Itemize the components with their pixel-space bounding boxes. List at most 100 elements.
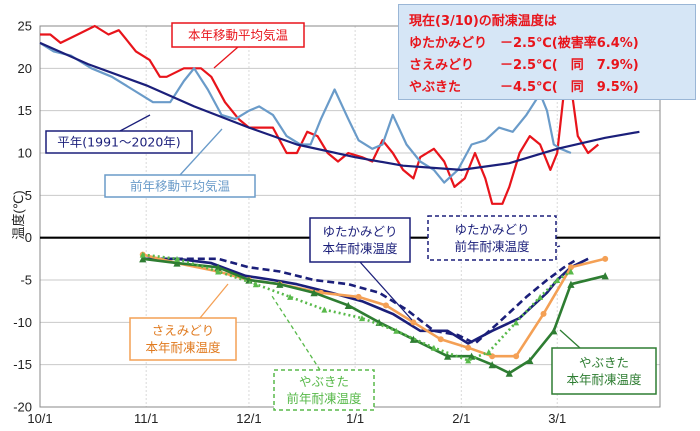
y-tick-label: -15 bbox=[13, 357, 32, 372]
series-marker bbox=[513, 353, 520, 360]
annotation-leader bbox=[119, 114, 151, 132]
series-marker bbox=[410, 319, 417, 326]
annotation-box bbox=[104, 174, 256, 198]
series-marker bbox=[437, 336, 444, 343]
series-marker bbox=[554, 277, 561, 283]
series-marker bbox=[550, 327, 558, 335]
series-marker bbox=[465, 357, 472, 364]
annotation-text: やぶきた bbox=[579, 355, 629, 370]
series-marker bbox=[214, 263, 222, 271]
annotation-leader bbox=[213, 46, 239, 69]
series-line bbox=[40, 24, 600, 205]
series-group bbox=[39, 24, 640, 377]
annotation-leader bbox=[359, 261, 413, 321]
series-marker bbox=[602, 255, 609, 262]
series-marker bbox=[567, 280, 575, 288]
annotation-text: 前年耐凍温度 bbox=[454, 239, 530, 254]
series-marker bbox=[287, 293, 294, 300]
series-marker bbox=[567, 268, 574, 275]
annotation-text: 本年耐凍温度 bbox=[566, 372, 642, 387]
annotation-text: 本年耐凍温度 bbox=[145, 340, 221, 355]
annotation-leader bbox=[271, 295, 321, 371]
series-line bbox=[142, 253, 606, 358]
series-line bbox=[39, 41, 572, 184]
annotation-leader bbox=[199, 283, 229, 319]
x-tick-label: 2/1 bbox=[452, 411, 470, 426]
annotation-box bbox=[309, 217, 411, 263]
series-marker bbox=[468, 352, 476, 360]
annotation-box bbox=[171, 22, 305, 48]
annotation-box bbox=[45, 130, 193, 154]
y-tick-label: 5 bbox=[25, 188, 32, 203]
annotation-box bbox=[273, 369, 375, 411]
series-marker bbox=[382, 302, 389, 309]
annotation-callout: 平年(1991～2020年) bbox=[45, 114, 193, 154]
x-tick-label: 10/1 bbox=[27, 411, 52, 426]
series-marker bbox=[505, 369, 513, 377]
info-row-saemidori: さえみどり －2.5℃( 同 7.9%) bbox=[409, 58, 639, 73]
annotation-leader bbox=[559, 329, 581, 349]
annotation-callout: 前年移動平均気温 bbox=[104, 128, 256, 198]
series-marker bbox=[485, 348, 492, 355]
series-marker bbox=[444, 352, 452, 360]
series-marker bbox=[174, 255, 181, 262]
series-marker bbox=[540, 310, 547, 317]
y-tick-label: 0 bbox=[25, 230, 32, 245]
series-marker bbox=[488, 361, 496, 369]
x-tick-label: 1/1 bbox=[346, 411, 364, 426]
y-tick-label: -5 bbox=[20, 273, 32, 288]
annotation-callout: 本年移動平均気温 bbox=[171, 22, 305, 69]
series-marker bbox=[321, 306, 328, 313]
annotation-text: やぶきた bbox=[299, 374, 349, 389]
annotation-text: ゆたかみどり bbox=[322, 224, 397, 239]
series-marker bbox=[310, 289, 318, 297]
series-marker bbox=[276, 280, 284, 288]
series-marker bbox=[393, 327, 400, 334]
info-title: 現在(3/10)の耐凍温度は bbox=[409, 14, 557, 29]
series-marker bbox=[355, 293, 362, 300]
x-tick-label: 11/1 bbox=[134, 411, 158, 426]
series-marker bbox=[430, 344, 437, 351]
y-tick-labels: -20 -15 -10 -5 0 5 10 15 20 25 bbox=[13, 19, 32, 415]
series-marker bbox=[601, 272, 609, 280]
series-line bbox=[39, 41, 640, 171]
x-tick-label: 3/1 bbox=[548, 411, 566, 426]
annotation-box bbox=[129, 317, 237, 361]
annotation-box bbox=[551, 347, 657, 395]
annotation-leader bbox=[179, 128, 223, 176]
annotation-text: 平年(1991～2020年) bbox=[57, 135, 180, 150]
y-tick-label: 25 bbox=[18, 19, 32, 34]
annotation-text: 本年耐凍温度 bbox=[322, 241, 398, 256]
annotation-text: 前年耐凍温度 bbox=[286, 391, 362, 406]
y-tick-label: -20 bbox=[13, 400, 32, 415]
annotation-text: 前年移動平均気温 bbox=[130, 179, 231, 194]
info-row-yutakamidori: ゆたかみどり －2.5℃(被害率6.4%) bbox=[409, 36, 639, 51]
annotation-text: さえみどり bbox=[152, 323, 215, 338]
series-marker bbox=[526, 356, 534, 365]
series-marker bbox=[465, 344, 472, 351]
series-marker bbox=[139, 251, 146, 258]
series-marker bbox=[513, 319, 520, 326]
series-marker bbox=[358, 315, 365, 322]
info-box: 現在(3/10)の耐凍温度は ゆたかみどり －2.5℃(被害率6.4%) さえみ… bbox=[398, 4, 696, 100]
series-marker bbox=[139, 255, 147, 263]
series-marker bbox=[409, 335, 417, 343]
series-marker bbox=[344, 301, 352, 309]
info-row-yabukita: やぶきた －4.5℃( 同 9.5%) bbox=[409, 80, 639, 95]
series-line bbox=[142, 257, 589, 345]
series-marker bbox=[215, 268, 222, 275]
y-tick-label: 20 bbox=[18, 61, 32, 76]
annotation-text: ゆたかみどり bbox=[454, 222, 529, 237]
x-tick-labels: 10/1 11/1 12/1 1/1 2/1 3/1 bbox=[27, 411, 566, 426]
series-marker bbox=[252, 281, 259, 288]
series-marker bbox=[173, 259, 181, 267]
annotation-box bbox=[427, 215, 557, 261]
y-axis-label: 温度(℃) bbox=[11, 190, 26, 239]
